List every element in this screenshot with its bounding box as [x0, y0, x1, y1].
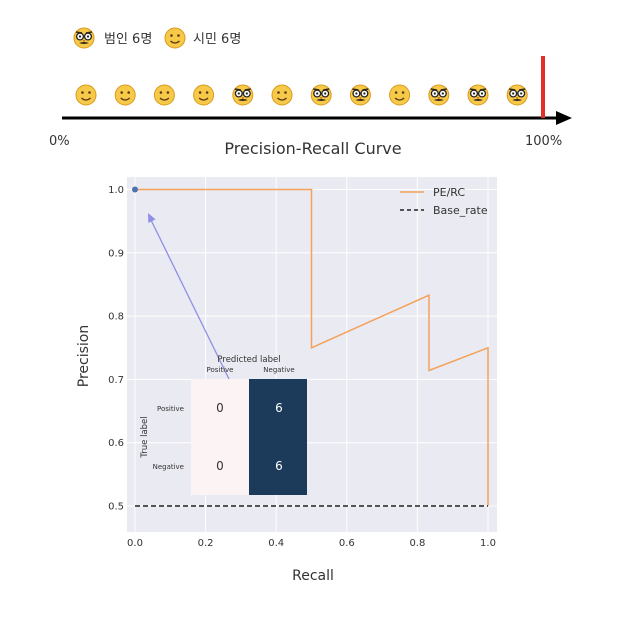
- x-tick-label: 0.4: [268, 538, 284, 549]
- y-tick-label: 0.8: [108, 312, 124, 323]
- cm-row-label-positive: Positive: [157, 405, 184, 413]
- y-tick-label: 0.9: [108, 248, 124, 259]
- y-tick-label: 1.0: [108, 185, 124, 196]
- threshold-end-label: 100%: [525, 134, 562, 149]
- citizen-icon: [75, 84, 97, 106]
- x-tick-label: 0.2: [198, 538, 214, 549]
- citizen-icon: [164, 27, 186, 49]
- x-tick-label: 0.8: [409, 538, 425, 549]
- criminal-icon: [506, 84, 529, 106]
- criminal-count-label: 범인 6명: [104, 32, 152, 47]
- cm-col-label-negative: Negative: [263, 366, 294, 374]
- citizen-icon: [153, 84, 176, 106]
- axis-ticks: 0.0 0.2 0.4 0.6 0.8 1.0 0.5 0.6 0.7 0.8 0.9 1.0: [108, 185, 496, 549]
- x-axis-label: Recall: [292, 568, 334, 584]
- annotation-arrowhead: [148, 213, 156, 223]
- legend-label-pe-rc: PE/RC: [433, 186, 465, 199]
- x-tick-label: 0.6: [339, 538, 355, 549]
- criminal-icon: [73, 27, 95, 49]
- series-line-pe-rc: [135, 188, 489, 506]
- current-point-marker: [132, 186, 138, 193]
- cm-value-tn: 6: [275, 459, 283, 473]
- annotation-arrow: [149, 217, 230, 380]
- threshold-axis-arrowhead: [556, 111, 572, 125]
- cm-cell-fn: [249, 379, 307, 437]
- series-layer: [135, 188, 489, 507]
- cm-true-title: True label: [140, 416, 150, 458]
- confusion-matrix: Predicted label Positive Negative 0 6 0 …: [140, 355, 307, 495]
- cm-value-fp: 0: [216, 459, 224, 473]
- y-tick-label: 0.6: [108, 438, 124, 449]
- criminal-icon: [467, 84, 489, 106]
- cm-value-fn: 6: [275, 401, 283, 415]
- citizen-count-label: 시민 6명: [193, 32, 241, 47]
- citizen-icon: [271, 84, 293, 106]
- cm-cell-tn: [249, 437, 307, 495]
- threshold-bar: 0% 100%: [49, 56, 572, 149]
- pr-plot: 0.0 0.2 0.4 0.6 0.8 1.0 0.5 0.6 0.7 0.8 0.9 1.0 PE/…: [108, 177, 497, 549]
- cm-col-label-positive: Positive: [207, 366, 234, 374]
- criminal-icon: [349, 84, 372, 106]
- top-legend: 범인 6명 시민 6명: [73, 27, 241, 49]
- cm-value-tp: 0: [216, 401, 224, 415]
- cm-cell-tp: [191, 379, 249, 437]
- cm-predicted-title: Predicted label: [217, 355, 280, 365]
- criminal-icon: [310, 84, 333, 106]
- cm-row-label-negative: Negative: [153, 463, 184, 471]
- y-axis-label: Precision: [76, 325, 92, 387]
- citizen-icon: [114, 84, 136, 106]
- threshold-marker[interactable]: [541, 56, 545, 118]
- y-tick-label: 0.7: [108, 375, 124, 386]
- citizen-icon: [388, 84, 411, 106]
- x-tick-label: 0.0: [127, 538, 143, 549]
- criminal-icon: [232, 84, 254, 106]
- cm-cell-fp: [191, 437, 249, 495]
- legend-label-base-rate: Base_rate: [433, 204, 488, 217]
- citizen-icon: [192, 84, 215, 106]
- people-row: [75, 84, 529, 106]
- chart-title: Precision-Recall Curve: [224, 139, 401, 158]
- plot-legend: PE/RC Base_rate: [400, 186, 488, 217]
- threshold-start-label: 0%: [49, 134, 70, 149]
- x-tick-label: 1.0: [480, 538, 496, 549]
- y-tick-label: 0.5: [108, 502, 124, 513]
- criminal-icon: [427, 84, 450, 106]
